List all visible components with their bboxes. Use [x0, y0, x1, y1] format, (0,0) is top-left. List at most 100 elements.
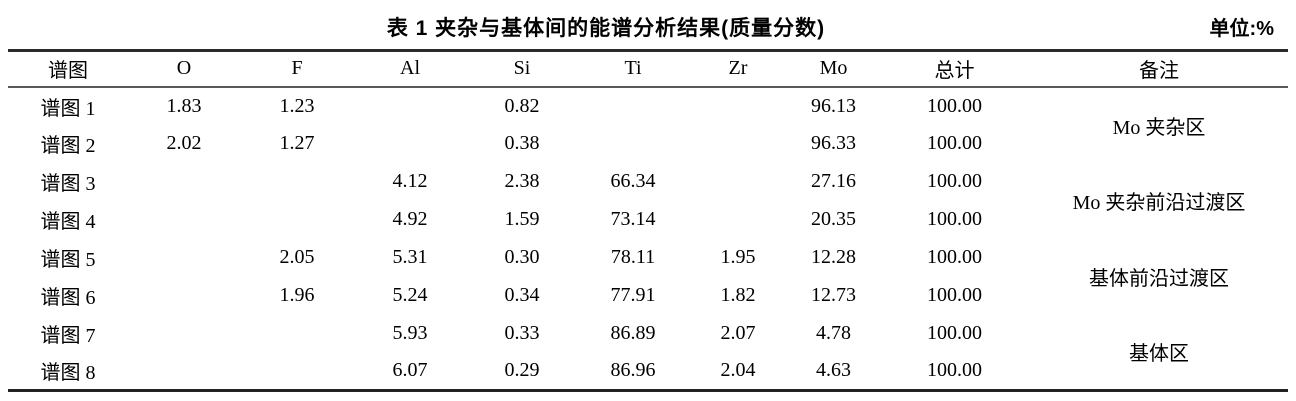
row-label: 谱图 5: [40, 249, 96, 271]
table-cell: [128, 277, 240, 315]
header-row: 谱图 O F Al Si Ti Zr Mo 总计 备注: [8, 51, 1288, 87]
col-header-remark: 备注: [1139, 60, 1179, 83]
table-cell: 77.91: [610, 284, 656, 306]
table-row: 谱图 2 2.02 1.27 0.38 96.33 100.00: [8, 125, 1288, 163]
table-cell: 1.27: [279, 132, 315, 154]
table-cell: 2.05: [279, 246, 315, 268]
table-cell: 96.13: [811, 94, 856, 117]
row-label: 谱图 4: [40, 211, 96, 233]
table-cell: 0.82: [504, 94, 540, 117]
table-cell: [688, 87, 788, 125]
table-row: 谱图 7 5.93 0.33 86.89 2.07 4.78 100.00 基体…: [8, 315, 1288, 365]
col-header-Al: Al: [400, 57, 420, 80]
table-cell: 0.38: [504, 132, 540, 154]
table-cell: [240, 353, 354, 391]
row-label: 谱图 1: [40, 97, 96, 120]
table-cell: 4.12: [392, 170, 428, 192]
table-cell: 100.00: [927, 208, 982, 230]
table-cell: 5.24: [392, 284, 428, 306]
table-cell: 1.59: [504, 208, 540, 230]
table-cell: 100.00: [927, 170, 982, 192]
table-cell: 100.00: [927, 94, 982, 117]
remark-cell: Mo 夹杂前沿过渡区: [1072, 192, 1246, 214]
col-header-Zr: Zr: [728, 57, 748, 80]
table-row: 谱图 4 4.92 1.59 73.14 20.35 100.00: [8, 201, 1288, 239]
remark-cell: 基体前沿过渡区: [1089, 268, 1229, 290]
table-cell: 0.33: [504, 322, 540, 344]
table-cell: [128, 163, 240, 201]
table-cell: 100.00: [927, 322, 982, 344]
table-cell: 12.73: [811, 284, 856, 306]
table-cell: 2.07: [720, 322, 756, 344]
table-row: 谱图 3 4.12 2.38 66.34 27.16 100.00 Mo 夹杂前…: [8, 163, 1288, 214]
col-header-Mo: Mo: [819, 57, 848, 80]
remark-cell: Mo 夹杂区: [1112, 116, 1206, 139]
col-header-O: O: [176, 57, 192, 80]
table-cell: 1.96: [279, 284, 315, 306]
table-row: 谱图 6 1.96 5.24 0.34 77.91 1.82 12.73 100…: [8, 277, 1288, 315]
table-cell: 66.34: [610, 170, 656, 192]
row-label: 谱图 8: [40, 362, 96, 385]
table-cell: [128, 353, 240, 391]
table-cell: [354, 125, 466, 163]
table-cell: 100.00: [927, 246, 982, 268]
col-header-Si: Si: [513, 57, 531, 80]
table-cell: 78.11: [610, 246, 656, 268]
table-cell: 100.00: [927, 284, 982, 306]
table-cell: [688, 163, 788, 201]
table-cell: [688, 201, 788, 239]
row-label: 谱图 6: [40, 287, 96, 309]
table-cell: 86.96: [610, 359, 656, 382]
table-row: 谱图 8 6.07 0.29 86.96 2.04 4.63 100.00: [8, 353, 1288, 391]
table-caption-row: 表 1 夹杂与基体间的能谱分析结果(质量分数) 单位:%: [0, 0, 1296, 49]
remark-cell: 基体区: [1129, 343, 1189, 366]
table-cell: [128, 239, 240, 277]
table-cell: [240, 315, 354, 353]
table-cell: [128, 315, 240, 353]
table-cell: 2.02: [166, 132, 202, 154]
row-label: 谱图 2: [40, 135, 96, 157]
table-cell: 96.33: [811, 132, 856, 154]
table-cell: 0.29: [504, 359, 540, 382]
table-cell: 4.78: [816, 322, 851, 344]
table-cell: 6.07: [392, 359, 428, 382]
col-header-Ti: Ti: [624, 57, 642, 80]
col-header-F: F: [291, 57, 303, 80]
eds-results-table: 谱图 O F Al Si Ti Zr Mo 总计 备注 谱图 1 1.83 1.…: [8, 49, 1288, 392]
row-label: 谱图 7: [40, 325, 96, 347]
table-cell: 4.63: [816, 359, 851, 382]
table-cell: 86.89: [610, 322, 656, 344]
table-row: 谱图 5 2.05 5.31 0.30 78.11 1.95 12.28 100…: [8, 239, 1288, 290]
table-cell: [240, 201, 354, 239]
table-cell: 5.31: [392, 246, 428, 268]
table-cell: 0.34: [504, 284, 540, 306]
table-cell: [578, 125, 688, 163]
table-cell: 0.30: [504, 246, 540, 268]
table-cell: [578, 87, 688, 125]
table-cell: [354, 87, 466, 125]
table-cell: [688, 125, 788, 163]
table-cell: 2.04: [720, 359, 756, 382]
table-cell: 73.14: [610, 208, 656, 230]
unit-label: 单位:%: [1209, 18, 1274, 40]
table-cell: 1.95: [720, 246, 756, 268]
table-cell: 1.23: [279, 94, 315, 117]
col-header-total: 总计: [934, 60, 975, 83]
table-cell: 12.28: [811, 246, 856, 268]
table-row: 谱图 1 1.83 1.23 0.82 96.13 100.00 Mo 夹杂区: [8, 87, 1288, 139]
table-cell: 4.92: [392, 208, 428, 230]
table-title: 表 1 夹杂与基体间的能谱分析结果(质量分数): [386, 17, 826, 40]
table-cell: [128, 201, 240, 239]
table-cell: 20.35: [811, 208, 856, 230]
table-cell: 1.83: [166, 94, 202, 117]
col-header-spectrum: 谱图: [48, 60, 88, 83]
table-cell: 2.38: [504, 170, 540, 192]
table-cell: 100.00: [927, 359, 982, 382]
table-cell: 5.93: [392, 322, 428, 344]
table-cell: 100.00: [927, 132, 982, 154]
table-cell: 27.16: [811, 170, 856, 192]
table-cell: [240, 163, 354, 201]
row-label: 谱图 3: [40, 173, 96, 195]
table-cell: 1.82: [720, 284, 756, 306]
